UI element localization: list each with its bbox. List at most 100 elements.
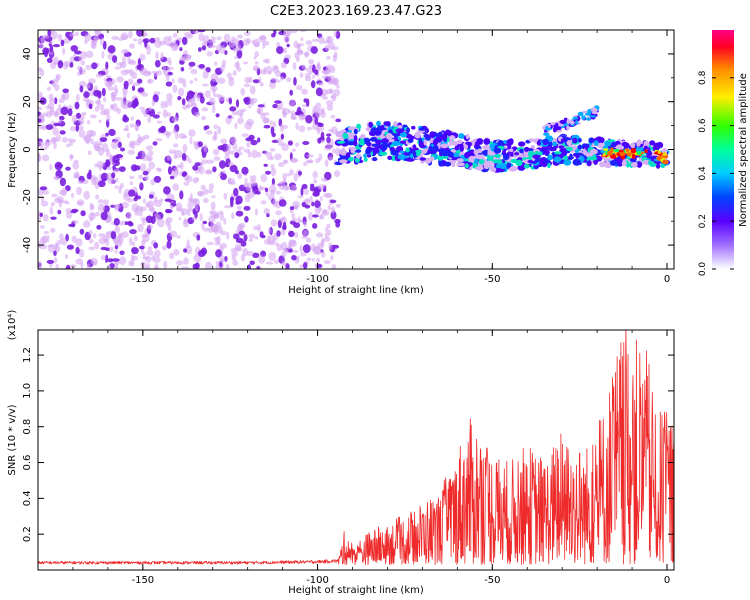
noise-blob [283, 34, 290, 43]
noise-blob [267, 227, 272, 234]
noise-blob [89, 114, 97, 119]
branch-blob [589, 115, 597, 118]
noise-blob [177, 87, 185, 97]
noise-blob [189, 136, 193, 145]
signal-peak [662, 159, 669, 165]
noise-blob [76, 199, 85, 207]
signal-blob [572, 145, 578, 151]
noise-blob [194, 143, 199, 150]
bottom-x-axis: -150 -100 -50 0 [37, 330, 670, 586]
noise-blob [278, 199, 287, 207]
noise-blob [39, 212, 43, 217]
colorbar-gradient [712, 30, 734, 269]
noise-blob [166, 216, 173, 224]
noise-blob [78, 68, 86, 75]
signal-blob [363, 137, 371, 144]
noise-blob [38, 118, 42, 123]
noise-blob [187, 201, 193, 211]
signal-blob [569, 153, 573, 161]
signal-blob [454, 145, 460, 151]
noise-blob [203, 188, 209, 195]
noise-blob [269, 120, 274, 126]
noise-blob [107, 166, 112, 170]
noise-blob [177, 96, 182, 101]
noise-blob [54, 83, 60, 92]
noise-blob [234, 244, 242, 251]
signal-blob [542, 139, 549, 144]
noise-blob [286, 43, 290, 48]
noise-blob [159, 198, 164, 202]
noise-blob [276, 42, 281, 48]
noise-blob [212, 135, 217, 141]
noise-blob [78, 248, 85, 258]
top-y-axis-label: Frequency (Hz) [7, 112, 18, 188]
noise-blob [88, 212, 96, 221]
noise-blob [262, 117, 270, 124]
y-tick-label: -40 [22, 237, 33, 253]
noise-blob [183, 218, 188, 225]
noise-blob [105, 254, 109, 263]
noise-blob [325, 64, 333, 70]
noise-blob [232, 260, 239, 266]
noise-blob [279, 76, 285, 81]
signal-peak [618, 149, 624, 153]
noise-blob [42, 190, 50, 195]
noise-blob [202, 70, 209, 79]
signal-blob [348, 135, 355, 140]
colorbar-tick-label: 0.4 [698, 166, 708, 181]
noise-blob [289, 169, 294, 176]
y-multiplier-label: (x10⁴) [7, 310, 18, 341]
noise-blob [85, 64, 92, 70]
signal-blob [449, 159, 457, 164]
noise-blob [328, 156, 333, 161]
noise-blob [299, 244, 303, 253]
noise-blob [153, 242, 159, 249]
noise-blob [83, 91, 90, 98]
noise-blob [114, 225, 121, 234]
noise-blob [233, 233, 240, 240]
noise-blob [50, 202, 55, 207]
noise-blob [205, 125, 210, 130]
signal-blob [442, 138, 448, 142]
noise-blob [243, 205, 251, 211]
signal-blob [352, 140, 358, 147]
noise-blob [303, 229, 308, 237]
noise-blob [226, 231, 230, 240]
noise-blob [235, 99, 240, 108]
noise-blob [142, 218, 146, 226]
signal-blob [588, 137, 595, 144]
noise-blob [301, 183, 308, 190]
bottom-y-axis-label: SNR (10 * v/v) [7, 404, 18, 475]
y-tick-label: 0 [22, 146, 33, 152]
noise-blob [160, 100, 166, 109]
noise-blob [273, 30, 277, 36]
noise-blob [299, 30, 307, 33]
noise-blob [71, 115, 77, 123]
signal-blob [353, 135, 358, 142]
signal-blob [653, 142, 662, 150]
noise-blob [307, 126, 312, 131]
noise-blob [314, 69, 319, 75]
noise-blob [49, 44, 54, 53]
noise-blob [231, 255, 237, 261]
noise-blob [278, 180, 286, 190]
noise-blob [66, 143, 70, 148]
noise-blob [94, 241, 100, 250]
colorbar-tick-label: 0.0 [698, 262, 708, 277]
signal-blob [563, 159, 572, 166]
noise-blob [198, 249, 206, 257]
noise-blob [74, 101, 80, 110]
noise-blob [44, 35, 50, 39]
noise-blob [154, 39, 162, 48]
noise-blob [110, 104, 114, 111]
signal-blob [475, 165, 484, 171]
noise-blob [209, 210, 215, 214]
noise-blob [321, 107, 325, 113]
noise-blob [123, 92, 127, 100]
noise-blob [305, 114, 313, 124]
signal-blob [510, 153, 514, 157]
noise-blob [169, 252, 175, 260]
noise-blob [305, 40, 313, 46]
noise-blob [185, 104, 193, 108]
noise-blob [154, 37, 161, 41]
